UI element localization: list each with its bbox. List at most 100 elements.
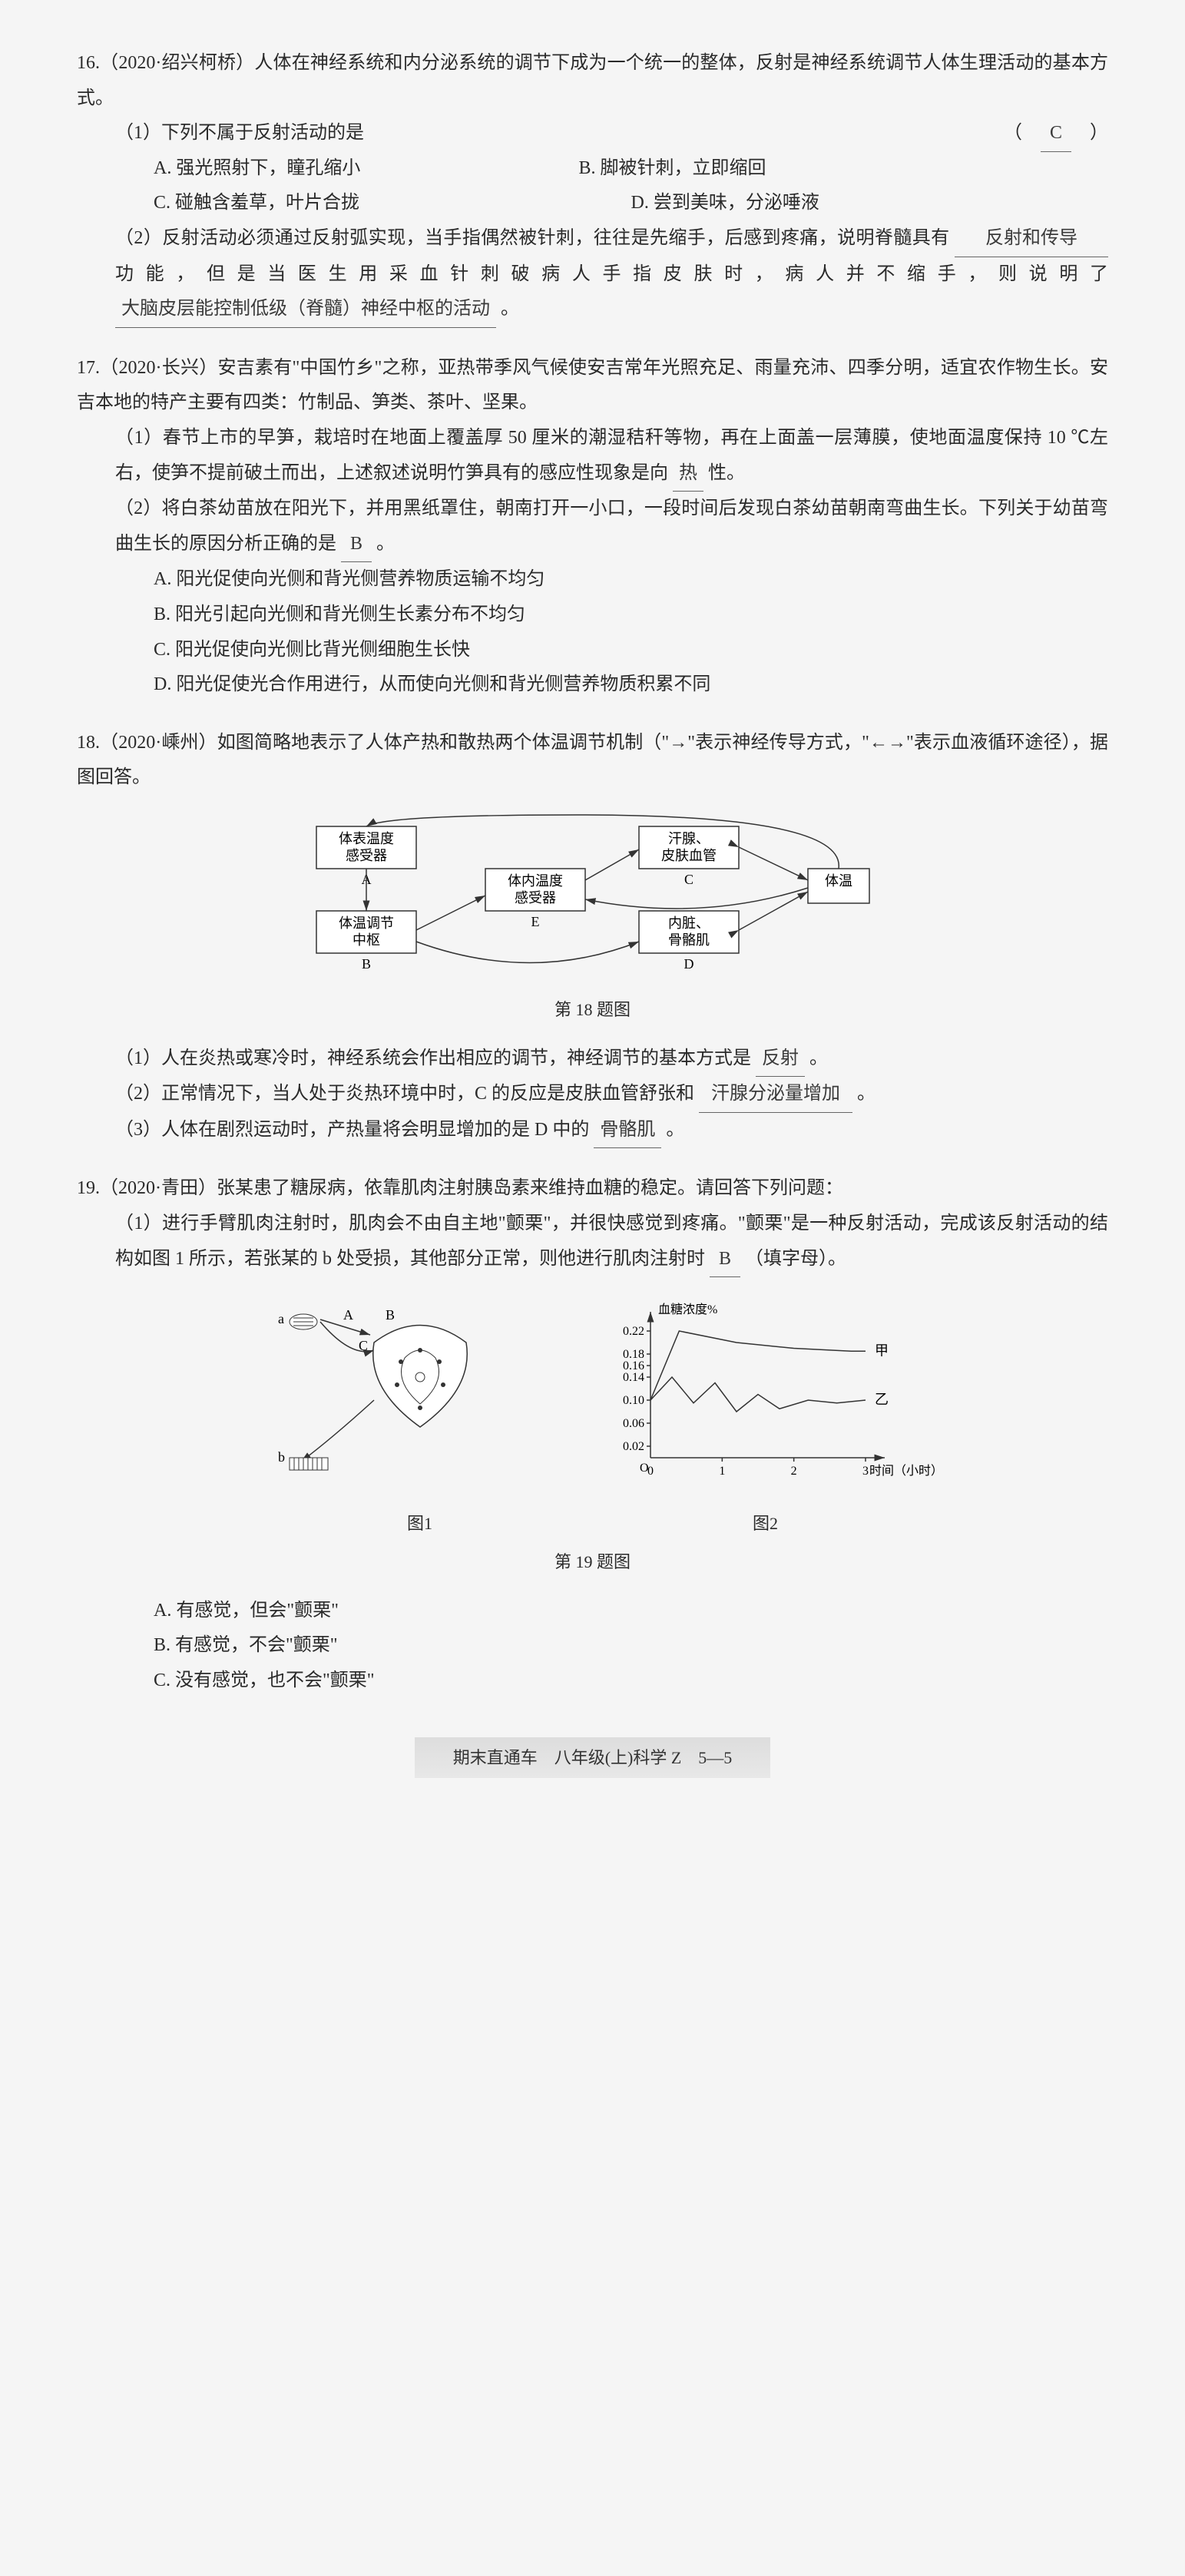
q17-stem-text: 安吉素有"中国竹乡"之称，亚热带季风气候使安吉常年光照充足、雨量充沛、四季分明，… bbox=[77, 358, 1108, 413]
q19-p1: （1）进行手臂肌肉注射时，肌肉会不由自主地"颤栗"，并很快感觉到疼痛。"颤栗"是… bbox=[77, 1207, 1108, 1277]
q18-p3-t2: 。 bbox=[666, 1120, 684, 1140]
svg-text:C: C bbox=[359, 1338, 368, 1353]
q16-p1-optD: D. 尝到美味，分泌唾液 bbox=[631, 186, 1109, 221]
q19-stem: 19.（2020·青田）张某患了糖尿病，依靠肌肉注射胰岛素来维持血糖的稳定。请回… bbox=[77, 1171, 1108, 1207]
q16-p1-optA: A. 强光照射下，瞳孔缩小 bbox=[154, 151, 579, 187]
q19-src: （2020·青田） bbox=[100, 1178, 217, 1198]
svg-text:0.02: 0.02 bbox=[623, 1440, 644, 1453]
q16-p1: （1）下列不属于反射活动的是 （ C ） bbox=[77, 116, 1108, 151]
q18-p3-t1: （3）人体在剧烈运动时，产热量将会明显增加的是 D 中的 bbox=[115, 1120, 589, 1140]
svg-text:血糖浓度%: 血糖浓度% bbox=[658, 1303, 717, 1316]
svg-text:D: D bbox=[684, 956, 693, 972]
q17-p1: （1）春节上市的早笋，栽培时在地面上覆盖厚 50 厘米的潮湿秸秆等物，再在上面盖… bbox=[77, 421, 1108, 492]
question-16: 16.（2020·绍兴柯桥）人体在神经系统和内分泌系统的调节下成为一个统一的整体… bbox=[77, 46, 1108, 328]
q19-p1-t1: （1）进行手臂肌肉注射时，肌肉会不由自主地"颤栗"，并很快感觉到疼痛。"颤栗"是… bbox=[115, 1214, 1108, 1269]
svg-text:0.18: 0.18 bbox=[623, 1348, 644, 1361]
q16-p1-label: （1）下列不属于反射活动的是 bbox=[115, 123, 364, 143]
q19-fig2: 0.020.060.100.140.160.180.220123血糖浓度%时间（… bbox=[623, 1303, 938, 1478]
svg-text:A: A bbox=[343, 1307, 353, 1323]
q16-p1-answer: C bbox=[1041, 116, 1071, 152]
svg-text:B: B bbox=[361, 956, 370, 972]
svg-text:b: b bbox=[278, 1449, 285, 1465]
q17-p1-ans1: 热 bbox=[673, 456, 703, 492]
q18-p2-t1: （2）正常情况下，当人处于炎热环境中时，C 的反应是皮肤血管舒张和 bbox=[115, 1084, 694, 1104]
q18-src: （2020·嵊州） bbox=[100, 733, 217, 753]
svg-text:中枢: 中枢 bbox=[353, 932, 380, 948]
q18-caption: 第 18 题图 bbox=[247, 994, 938, 1026]
q18-diagram: 体表温度感受器体温调节中枢体内温度感受器汗腺、皮肤血管内脏、骨骼肌体温ABCDE… bbox=[247, 811, 938, 1026]
q17-p2-optC: C. 阳光促使向光侧比背光侧细胞生长快 bbox=[77, 633, 1108, 668]
q18-p1-ans1: 反射 bbox=[756, 1041, 805, 1078]
q18-stem-text: 如图简略地表示了人体产热和散热两个体温调节机制（"→"表示神经传导方式，"←→"… bbox=[77, 733, 1108, 788]
q19-p1-optB: B. 有感觉，不会"颤栗" bbox=[77, 1628, 1108, 1664]
q16-p2-ans1: 反射和传导 bbox=[955, 221, 1108, 257]
question-18: 18.（2020·嵊州）如图简略地表示了人体产热和散热两个体温调节机制（"→"表… bbox=[77, 726, 1108, 1149]
q18-p1: （1）人在炎热或寒冷时，神经系统会作出相应的调节，神经调节的基本方式是 反射 。 bbox=[77, 1041, 1108, 1078]
svg-text:3: 3 bbox=[862, 1465, 869, 1478]
svg-text:体温: 体温 bbox=[825, 873, 852, 889]
q16-p1-row1: A. 强光照射下，瞳孔缩小 B. 脚被针刺，立即缩回 bbox=[77, 151, 1004, 187]
svg-text:感受器: 感受器 bbox=[515, 890, 556, 906]
q17-p2: （2）将白茶幼苗放在阳光下，并用黑纸罩住，朝南打开一小口，一段时间后发现白茶幼苗… bbox=[77, 492, 1108, 562]
q18-p1-t2: 。 bbox=[809, 1048, 828, 1068]
q19-p1-optA: A. 有感觉，但会"颤栗" bbox=[77, 1594, 1108, 1629]
q19-diagram: a A B C bbox=[247, 1293, 938, 1578]
q17-p1-t1: （1）春节上市的早笋，栽培时在地面上覆盖厚 50 厘米的潮湿秸秆等物，再在上面盖… bbox=[115, 428, 1108, 483]
q17-p2-ans1: B bbox=[341, 527, 372, 563]
q18-stem: 18.（2020·嵊州）如图简略地表示了人体产热和散热两个体温调节机制（"→"表… bbox=[77, 726, 1108, 796]
q19-subcaps: 图1 图2 bbox=[247, 1508, 938, 1540]
svg-text:0.10: 0.10 bbox=[623, 1394, 644, 1407]
question-19: 19.（2020·青田）张某患了糖尿病，依靠肌肉注射胰岛素来维持血糖的稳定。请回… bbox=[77, 1171, 1108, 1698]
q16-p1-optB: B. 脚被针刺，立即缩回 bbox=[579, 151, 1005, 187]
q17-stem: 17.（2020·长兴）安吉素有"中国竹乡"之称，亚热带季风气候使安吉常年光照充… bbox=[77, 351, 1108, 421]
q16-p1-optC: C. 碰触含羞草，叶片合拢 bbox=[154, 186, 631, 221]
q19-stem-text: 张某患了糖尿病，依靠肌肉注射胰岛素来维持血糖的稳定。请回答下列问题： bbox=[217, 1178, 843, 1198]
q19-sub2: 图2 bbox=[593, 1508, 938, 1540]
q18-p2: （2）正常情况下，当人处于炎热环境中时，C 的反应是皮肤血管舒张和 汗腺分泌量增… bbox=[77, 1077, 1108, 1113]
svg-text:骨骼肌: 骨骼肌 bbox=[668, 932, 710, 948]
q16-p1-answer-wrap: （ C ） bbox=[1004, 116, 1108, 152]
q19-sub1: 图1 bbox=[247, 1508, 593, 1540]
svg-text:2: 2 bbox=[790, 1465, 796, 1478]
q19-p1-t2: （填字母）。 bbox=[745, 1249, 846, 1269]
q17-p2-t1: （2）将白茶幼苗放在阳光下，并用黑纸罩住，朝南打开一小口，一段时间后发现白茶幼苗… bbox=[115, 498, 1108, 554]
svg-text:甲: 甲 bbox=[875, 1343, 889, 1358]
q16-p2-t1: （2）反射活动必须通过反射弧实现，当手指偶然被针刺，往往是先缩手，后感到疼痛，说… bbox=[115, 228, 950, 248]
svg-text:1: 1 bbox=[719, 1465, 725, 1478]
svg-text:时间（小时）: 时间（小时） bbox=[869, 1464, 938, 1478]
svg-text:0.14: 0.14 bbox=[623, 1371, 644, 1384]
q19-p1-optC: C. 没有感觉，也不会"颤栗" bbox=[77, 1664, 1108, 1699]
q19-caption: 第 19 题图 bbox=[247, 1546, 938, 1578]
q18-svg: 体表温度感受器体温调节中枢体内温度感受器汗腺、皮肤血管内脏、骨骼肌体温ABCDE bbox=[270, 811, 915, 988]
q17-p2-optA: A. 阳光促使向光侧和背光侧营养物质运输不均匀 bbox=[77, 562, 1108, 598]
q16-src: （2020·绍兴柯桥） bbox=[100, 53, 254, 73]
svg-text:汗腺、: 汗腺、 bbox=[668, 831, 710, 846]
svg-text:乙: 乙 bbox=[875, 1392, 889, 1407]
svg-text:内脏、: 内脏、 bbox=[668, 916, 710, 931]
svg-text:O: O bbox=[640, 1462, 649, 1475]
q16-p2: （2）反射活动必须通过反射弧实现，当手指偶然被针刺，往往是先缩手，后感到疼痛，说… bbox=[77, 221, 1108, 328]
q19-fig1: a A B C bbox=[278, 1307, 467, 1470]
q16-p2-t3: 。 bbox=[501, 299, 519, 319]
q16-p1-row2: C. 碰触含羞草，叶片合拢 D. 尝到美味，分泌唾液 bbox=[77, 186, 1108, 221]
q17-p1-t2: 性。 bbox=[708, 463, 745, 483]
q18-p1-t1: （1）人在炎热或寒冷时，神经系统会作出相应的调节，神经调节的基本方式是 bbox=[115, 1048, 751, 1068]
q18-p2-ans1: 汗腺分泌量增加 bbox=[699, 1077, 852, 1113]
q17-p2-t2: 。 bbox=[376, 534, 395, 554]
q18-p2-t2: 。 bbox=[857, 1084, 876, 1104]
svg-text:0.06: 0.06 bbox=[623, 1417, 644, 1430]
svg-text:E: E bbox=[531, 914, 539, 929]
svg-text:0.22: 0.22 bbox=[623, 1325, 644, 1338]
question-17: 17.（2020·长兴）安吉素有"中国竹乡"之称，亚热带季风气候使安吉常年光照充… bbox=[77, 351, 1108, 703]
q18-p3-ans1: 骨骼肌 bbox=[594, 1113, 661, 1149]
q17-p2-optD: D. 阳光促使光合作用进行，从而使向光侧和背光侧营养物质积累不同 bbox=[77, 667, 1108, 703]
q17-p2-optB: B. 阳光引起向光侧和背光侧生长素分布不均匀 bbox=[77, 598, 1108, 633]
svg-text:C: C bbox=[684, 872, 693, 887]
q17-num: 17. bbox=[77, 358, 100, 378]
q16-stem: 16.（2020·绍兴柯桥）人体在神经系统和内分泌系统的调节下成为一个统一的整体… bbox=[77, 46, 1108, 116]
svg-text:B: B bbox=[386, 1307, 395, 1323]
q18-p3: （3）人体在剧烈运动时，产热量将会明显增加的是 D 中的 骨骼肌 。 bbox=[77, 1113, 1108, 1149]
svg-text:体表温度: 体表温度 bbox=[339, 831, 394, 846]
q16-p2-ans2: 大脑皮层能控制低级（脊髓）神经中枢的活动 bbox=[115, 292, 496, 328]
q18-num: 18. bbox=[77, 733, 100, 753]
